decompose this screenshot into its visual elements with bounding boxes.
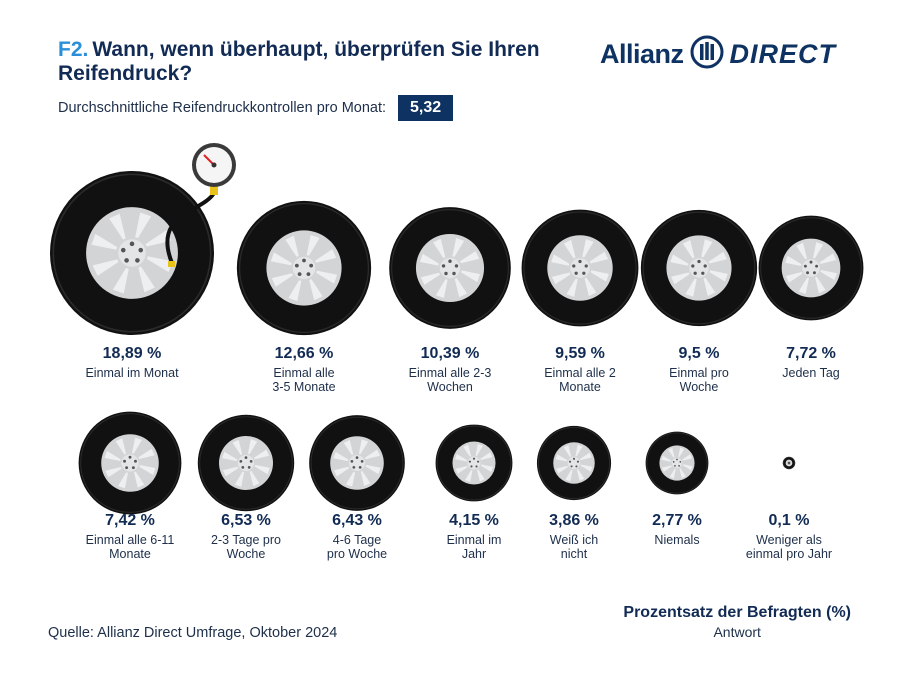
- brand-word-allianz: Allianz: [600, 38, 684, 69]
- bubble-category-label: Einmal alle 3-5 Monate: [272, 366, 336, 394]
- chart-title: F2. Wann, wenn überhaupt, überprüfen Sie …: [58, 38, 578, 86]
- bubble-value-label: 9,5 %: [678, 345, 720, 362]
- tire-bubble: [645, 431, 709, 495]
- bubble-label: 9,59 % Einmal alle 2 Monate: [505, 344, 655, 394]
- tire-bubble: [389, 207, 511, 329]
- bubble-label: 9,5 % Einmal pro Woche: [624, 344, 774, 394]
- brand-word-direct: DIRECT: [729, 38, 837, 69]
- tire-bubble: [758, 215, 864, 321]
- tire-bubble: [521, 209, 639, 327]
- bubble-category-label: Niemals: [654, 533, 700, 547]
- bubble-category-label: Weiß ich nicht: [549, 533, 599, 561]
- bubble-label: 0,1 % Weniger als einmal pro Jahr: [714, 511, 864, 561]
- bubble-label: 4,15 % Einmal im Jahr: [399, 511, 549, 561]
- bubble-label: 2,77 % Niemals: [602, 511, 752, 547]
- bubble-label: 10,39 % Einmal alle 2-3 Wochen: [375, 344, 525, 394]
- bubble-value-label: 9,59 %: [555, 345, 605, 362]
- bubble-label: 6,43 % 4-6 Tage pro Woche: [282, 511, 432, 561]
- tire-bubble: [782, 456, 796, 470]
- bubble-label: 3,86 % Weiß ich nicht: [499, 511, 649, 561]
- bubble-category-label: 2-3 Tage pro Woche: [211, 533, 281, 561]
- bubble-value-label: 4,15 %: [449, 512, 499, 529]
- source-note: Quelle: Allianz Direct Umfrage, Oktober …: [48, 625, 338, 641]
- average-value-badge: 5,32: [398, 95, 454, 121]
- tire-bubble: [640, 209, 758, 327]
- bubble-value-label: 12,66 %: [274, 345, 334, 362]
- question-number: F2.: [58, 38, 89, 61]
- bubble-value-label: 2,77 %: [652, 512, 702, 529]
- chart-legend: Prozentsatz der Befragten (%) Antwort: [623, 604, 851, 640]
- bubble-value-label: 7,42 %: [105, 512, 155, 529]
- average-label: Durchschnittliche Reifendruckkontrollen …: [58, 100, 387, 116]
- bubble-label: 12,66 % Einmal alle 3-5 Monate: [229, 344, 379, 394]
- tire-bubble: [236, 200, 372, 336]
- pressure-gauge-icon: [165, 143, 236, 267]
- tire-bubble: [435, 424, 513, 502]
- bubble-value-label: 0,1 %: [768, 512, 810, 529]
- bubble-label: 7,72 % Jeden Tag: [736, 344, 886, 380]
- bubble-value-label: 6,43 %: [332, 512, 382, 529]
- bubble-category-label: Weniger als einmal pro Jahr: [745, 533, 833, 561]
- bubble-category-label: Einmal alle 2 Monate: [544, 366, 616, 394]
- bubble-category-label: 4-6 Tage pro Woche: [326, 533, 388, 561]
- allianz-eagle-icon: [690, 35, 724, 74]
- bubble-value-label: 10,39 %: [420, 345, 480, 362]
- bubble-value-label: 3,86 %: [549, 512, 599, 529]
- brand-logo: Allianz DIRECT: [600, 35, 837, 74]
- bubble-label: 6,53 % 2-3 Tage pro Woche: [171, 511, 321, 561]
- bubble-label: 18,89 % Einmal im Monat: [57, 344, 207, 380]
- tire-bubble: [50, 171, 214, 335]
- bubble-category-label: Jeden Tag: [782, 366, 840, 380]
- tire-bubble: [536, 425, 612, 501]
- bubble-value-label: 7,72 %: [786, 345, 836, 362]
- legend-title: Prozentsatz der Befragten (%): [623, 604, 851, 621]
- bubble-category-label: Einmal im Jahr: [446, 533, 502, 561]
- bubble-category-label: Einmal alle 6-11 Monate: [85, 533, 175, 561]
- bubble-value-label: 18,89 %: [102, 345, 162, 362]
- tire-bubble: [78, 411, 182, 515]
- bubble-label: 7,42 % Einmal alle 6-11 Monate: [55, 511, 205, 561]
- bubble-category-label: Einmal im Monat: [85, 366, 179, 380]
- legend-subtitle: Antwort: [713, 624, 761, 640]
- bubble-category-label: Einmal alle 2-3 Wochen: [408, 366, 492, 394]
- bubble-value-label: 6,53 %: [221, 512, 271, 529]
- tire-bubble: [197, 414, 295, 512]
- question-text: Wann, wenn überhaupt, überprüfen Sie Ihr…: [58, 38, 540, 85]
- tire-bubble: [309, 415, 405, 511]
- average-row: Durchschnittliche Reifendruckkontrollen …: [58, 95, 454, 121]
- bubble-category-label: Einmal pro Woche: [669, 366, 729, 394]
